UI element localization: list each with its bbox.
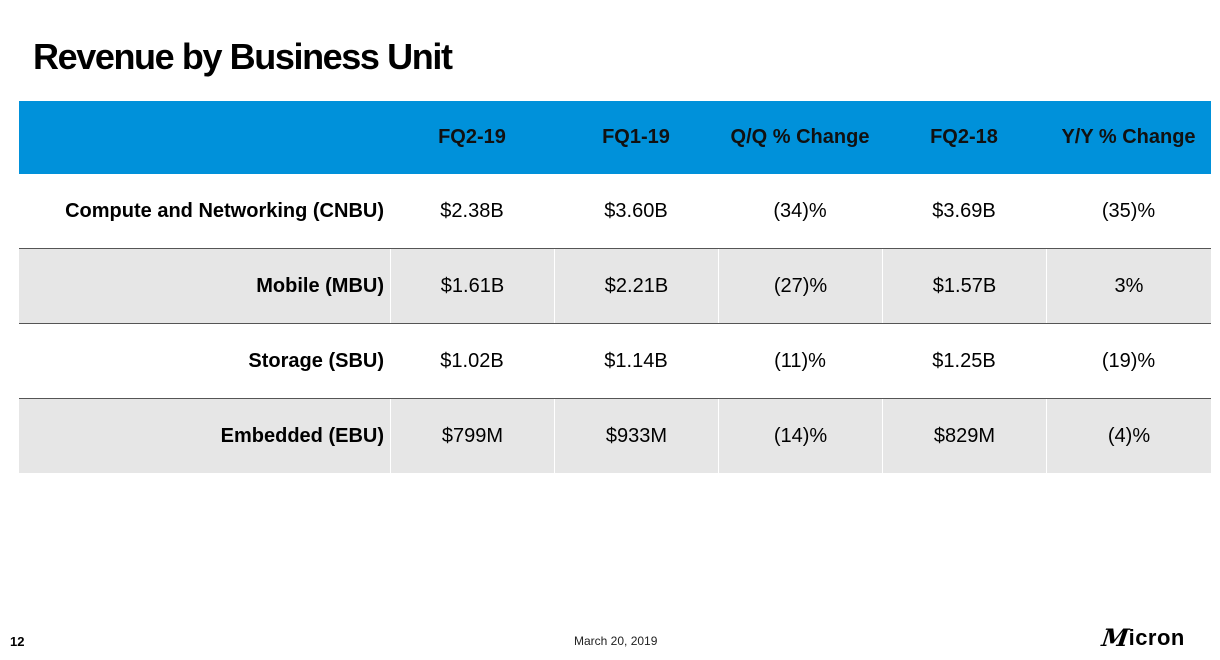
row-label: Mobile (MBU) (256, 274, 384, 297)
table-row: Embedded (EBU) $799M $933M (14)% $829M (… (19, 399, 1211, 473)
revenue-table: FQ2-19 FQ1-19 Q/Q % Change FQ2-18 Y/Y % … (19, 101, 1211, 473)
table-cell: $829M (882, 399, 1046, 473)
micron-logo: M icron (1100, 623, 1185, 652)
table-cell: $2.21B (554, 249, 718, 323)
header-cell-fq1-19: FQ1-19 (602, 126, 670, 148)
slide-date: March 20, 2019 (574, 634, 658, 648)
table-row: Compute and Networking (CNBU) $2.38B $3.… (19, 174, 1211, 249)
table-cell: $933M (554, 399, 718, 473)
table-row: Storage (SBU) $1.02B $1.14B (11)% $1.25B… (19, 324, 1211, 399)
logo-text: icron (1128, 625, 1185, 650)
logo-mark: M (1100, 623, 1131, 652)
header-cell-fq2-18: FQ2-18 (930, 126, 998, 148)
table-cell: (4)% (1046, 399, 1211, 473)
table-cell: $1.57B (882, 249, 1046, 323)
table-cell: $2.38B (440, 199, 504, 222)
table-cell: (19)% (1101, 349, 1156, 372)
header-cell-label (19, 101, 390, 174)
page-number: 12 (10, 634, 25, 649)
table-cell: $1.14B (604, 349, 668, 372)
header-cell-fq2-19: FQ2-19 (438, 126, 506, 148)
table-row: Mobile (MBU) $1.61B $2.21B (27)% $1.57B … (19, 249, 1211, 324)
row-label: Storage (SBU) (248, 349, 384, 372)
table-cell: 3% (1046, 249, 1211, 323)
table-cell: $1.25B (932, 349, 996, 372)
slide-title: Revenue by Business Unit (33, 36, 453, 77)
table-cell: (14)% (718, 399, 882, 473)
table-cell: $799M (390, 399, 554, 473)
header-cell-yy-change: Y/Y % Change (1061, 126, 1196, 148)
table-header-row: FQ2-19 FQ1-19 Q/Q % Change FQ2-18 Y/Y % … (19, 101, 1211, 174)
table-cell: (34)% (773, 199, 827, 222)
header-cell-qq-change: Q/Q % Change (730, 126, 870, 148)
row-label: Embedded (EBU) (220, 424, 384, 447)
table-cell: (11)% (774, 349, 826, 372)
table-cell: (35)% (1101, 199, 1156, 222)
table-cell: $1.02B (440, 349, 504, 372)
row-label: Compute and Networking (CNBU) (65, 199, 384, 222)
table-cell: (27)% (718, 249, 882, 323)
table-cell: $3.60B (604, 199, 668, 222)
table-cell: $3.69B (932, 199, 996, 222)
table-cell: $1.61B (390, 249, 554, 323)
